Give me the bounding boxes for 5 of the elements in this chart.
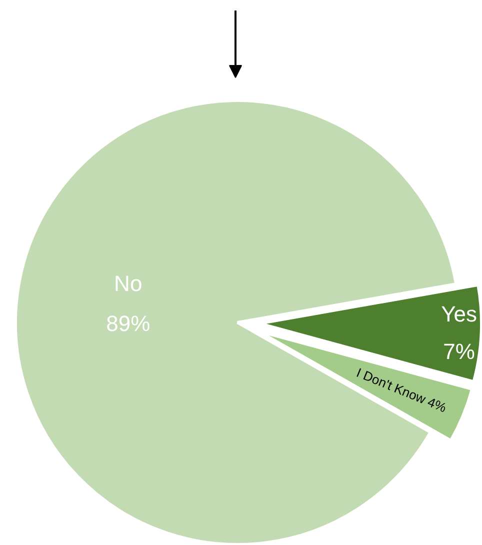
data-label: 7%: [443, 338, 475, 364]
slice-label: I Don't Know 4%: [354, 364, 450, 416]
slice-label: Yes: [441, 301, 478, 326]
data-label: 89%: [106, 311, 150, 336]
slice-label: No: [114, 271, 142, 296]
